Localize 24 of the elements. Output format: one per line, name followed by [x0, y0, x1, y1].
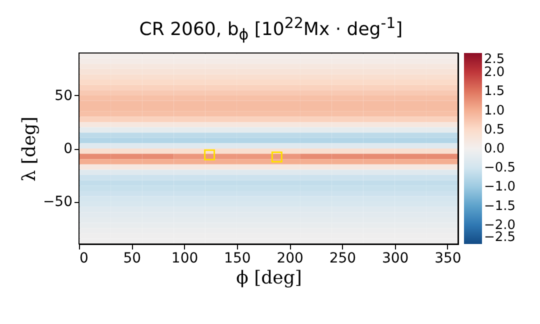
chart-title: CR 2060, b$_{ϕ}$ [10$^{22}$Mx · deg$^{-1}$] [138, 14, 404, 44]
x-tick-label: 250 [329, 250, 356, 266]
color-bar-label: 0.0 [484, 142, 505, 156]
x-tick-label: 100 [171, 250, 198, 266]
x-tick-label: 300 [382, 250, 409, 266]
y-tick-label: −50 [42, 194, 72, 210]
x-tick-label: 0 [80, 250, 88, 266]
color-bar-label: 2.0 [484, 65, 505, 80]
x-tick-label: 350 [434, 250, 462, 266]
color-bar-label: 2.5 [484, 52, 505, 67]
x-tick-label: 50 [123, 250, 142, 266]
x-tick-label: 200 [276, 250, 304, 266]
y-tick-label: 0 [64, 141, 72, 157]
color-bar-label: −0.5 [484, 160, 516, 176]
y-tick-label: 50 [54, 88, 72, 104]
color-bar-label: −1.5 [484, 198, 516, 214]
color-bar-label: −1.0 [484, 180, 516, 195]
x-tick-label: 150 [224, 250, 251, 266]
color-bar-label: 1.0 [484, 103, 505, 118]
x-axis-title: ϕ [deg] [236, 268, 302, 288]
color-bar-label: 0.5 [484, 122, 505, 138]
y-axis-title: λ [deg] [18, 116, 40, 182]
color-bar-label: −2.5 [484, 230, 516, 245]
color-bar-label: 1.5 [484, 84, 505, 100]
